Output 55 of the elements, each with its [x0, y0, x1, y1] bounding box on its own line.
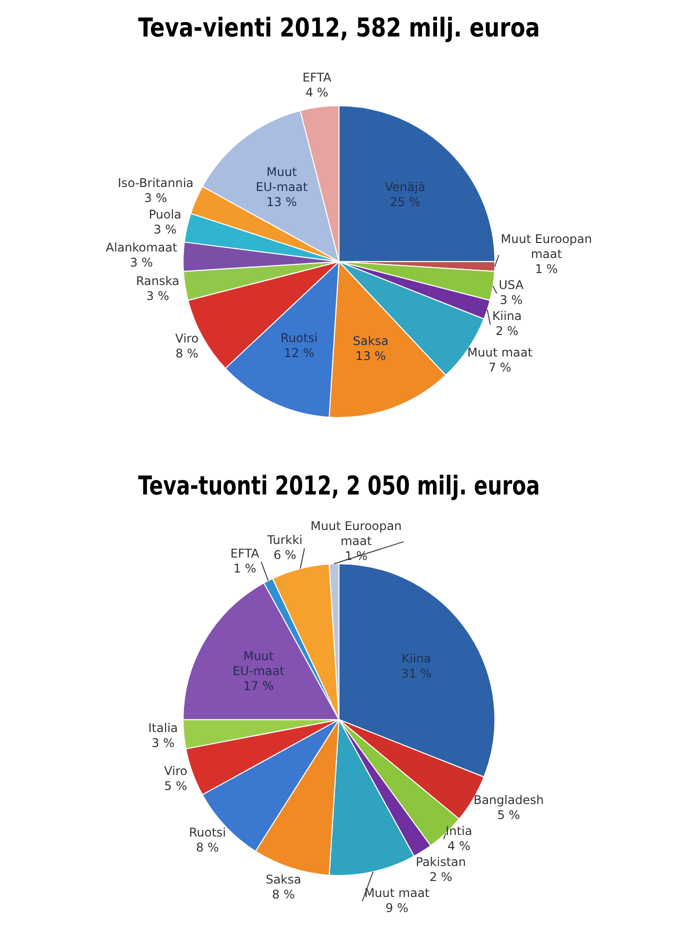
slice-label: Venäjä [384, 180, 426, 194]
slice-label: Bangladesh [473, 792, 544, 807]
data-label: 8 % [175, 346, 198, 360]
slice-label: Puola [148, 208, 182, 222]
data-label: 5 % [164, 779, 188, 794]
slice-label: Iso-Britannia [118, 176, 194, 190]
data-label: 3 % [144, 190, 168, 205]
data-label: 6 % [273, 548, 296, 562]
slice-label: Muut Euroopan maat [500, 232, 592, 262]
data-label: 4 % [305, 86, 328, 100]
data-label: 3 % [500, 293, 523, 308]
data-label: 1 % [233, 562, 256, 576]
data-label: 31 % [401, 666, 432, 681]
chart-title: Teva-tuonti 2012, 2 050 milj. euroa [138, 470, 540, 502]
data-label: 7 % [488, 360, 512, 375]
data-label: 12 % [284, 346, 314, 360]
data-label: 8 % [272, 887, 295, 902]
slice-label: Saksa [266, 872, 302, 886]
data-label: 13 % [355, 349, 386, 364]
slice-label: Turkki [266, 532, 303, 547]
slice-label: Intia [446, 824, 472, 838]
slice-label: Muut maat [364, 886, 430, 900]
slice-label: Muut maat [467, 346, 533, 360]
data-label: 25 % [390, 195, 420, 210]
slice-label: Ranska [136, 274, 180, 288]
slice-label: Pakistan [416, 854, 466, 869]
slice-label: Ruotsi [188, 825, 226, 840]
data-label: 17 % [243, 679, 274, 694]
slice-label: Viro [175, 331, 199, 346]
slice-label: Viro [164, 764, 188, 778]
slice-label: Kiina [402, 652, 432, 666]
data-label: 3 % [130, 256, 153, 270]
data-label: 3 % [154, 222, 176, 237]
slice-label: Kiina [492, 309, 522, 324]
slice-label: EFTA [302, 70, 332, 85]
data-label: 8 % [196, 840, 219, 854]
slice-label: Italia [148, 720, 178, 735]
data-label: 5 % [497, 808, 520, 822]
data-label: 13 % [266, 194, 297, 209]
slice-label: EFTA [230, 546, 260, 561]
data-label: 2 % [429, 870, 452, 884]
slice-label: Ruotsi [280, 330, 318, 345]
data-label: 9 % [385, 900, 408, 915]
slice-label: Alankomaat [106, 240, 178, 255]
slice-label: USA [498, 278, 524, 292]
slice-label: Saksa [352, 334, 388, 348]
slice-label: Muut EU-maat [232, 649, 285, 678]
data-label: 3 % [146, 288, 170, 303]
data-label: 3 % [152, 736, 175, 750]
data-label: 4 % [447, 838, 470, 853]
data-label: 1 % [534, 262, 558, 276]
data-label: 2 % [496, 324, 518, 338]
slice-label: Muut Euroopan maat [310, 518, 402, 548]
chart-title: Teva-vienti 2012, 582 milj. euroa [138, 12, 540, 43]
slice-label: Muut EU-maat [256, 164, 308, 194]
